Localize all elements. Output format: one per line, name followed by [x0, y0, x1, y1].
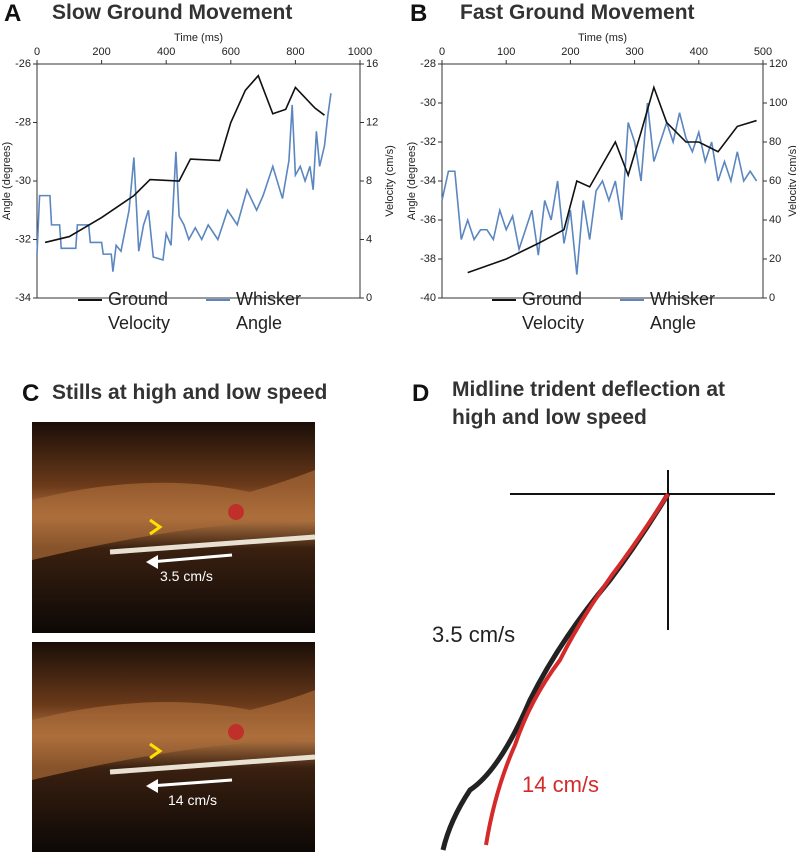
panel-title: Fast Ground Movement — [460, 1, 695, 24]
still-label: 3.5 cm/s — [160, 568, 213, 584]
panel-title: Stills at high and low speed — [52, 381, 328, 404]
x-tick-label: 1000 — [348, 46, 372, 58]
y2-tick-label: 100 — [769, 97, 787, 109]
still-label: 14 cm/s — [168, 792, 218, 808]
y2-tick-label: 12 — [366, 116, 378, 128]
panel-title: Midline trident deflection at high and l… — [452, 378, 726, 429]
x-tick-label: 0 — [34, 46, 40, 58]
y-tick-label: -40 — [420, 292, 436, 304]
curve-label: 14 cm/s — [522, 772, 600, 797]
y2-axis-label: Velocity (cm/s) — [384, 145, 396, 217]
series-line — [441, 102, 758, 275]
panel-letter: D — [412, 380, 430, 407]
y2-axis-label: Velocity (cm/s) — [787, 145, 796, 217]
curve-label: 3.5 cm/s — [432, 622, 516, 647]
series-line — [44, 74, 325, 244]
y-tick-label: -30 — [15, 175, 31, 187]
x-tick-label: 0 — [439, 46, 445, 58]
x-tick-label: 200 — [92, 46, 110, 58]
x-tick-label: 400 — [690, 46, 708, 58]
panel-title: Slow Ground Movement — [52, 1, 293, 24]
y-tick-label: -34 — [420, 175, 436, 187]
y-tick-label: -36 — [420, 214, 436, 226]
series-line — [36, 93, 332, 272]
x-axis-label: Time (ms) — [578, 32, 627, 44]
y2-tick-label: 60 — [769, 175, 781, 187]
legend-label: Ground Velocity — [522, 289, 585, 333]
y-axis-label: Angle (degrees) — [406, 142, 418, 220]
y-tick-label: -28 — [15, 116, 31, 128]
panel-letter: B — [410, 0, 428, 27]
y2-tick-label: 40 — [769, 214, 781, 226]
y2-tick-label: 0 — [366, 292, 372, 304]
y-tick-label: -34 — [15, 292, 31, 304]
trident-diagram — [440, 470, 775, 851]
y2-tick-label: 0 — [769, 292, 775, 304]
y-tick-label: -32 — [420, 136, 436, 148]
series-line — [467, 84, 757, 274]
y-tick-label: -26 — [15, 58, 31, 70]
y-axis-label: Angle (degrees) — [1, 142, 13, 220]
legend-label: Whisker Angle — [650, 289, 716, 333]
photo — [32, 642, 316, 852]
x-tick-label: 400 — [157, 46, 175, 58]
x-tick-label: 100 — [497, 46, 515, 58]
x-tick-label: 300 — [625, 46, 643, 58]
y-tick-label: -38 — [420, 253, 436, 265]
panel-letter: A — [4, 0, 22, 27]
x-tick-label: 500 — [754, 46, 772, 58]
y2-tick-label: 4 — [366, 233, 372, 245]
legend-label: Ground Velocity — [108, 289, 171, 333]
y-tick-label: -32 — [15, 233, 31, 245]
y2-tick-label: 120 — [769, 58, 787, 70]
x-axis-label: Time (ms) — [174, 32, 223, 44]
x-tick-label: 600 — [222, 46, 240, 58]
y2-tick-label: 80 — [769, 136, 781, 148]
legend-label: Whisker Angle — [236, 289, 302, 333]
y-tick-label: -28 — [420, 58, 436, 70]
y2-tick-label: 20 — [769, 253, 781, 265]
photo — [32, 422, 316, 633]
y-tick-label: -30 — [420, 97, 436, 109]
panel-letter: C — [22, 380, 40, 407]
y2-tick-label: 8 — [366, 175, 372, 187]
x-tick-label: 800 — [286, 46, 304, 58]
x-tick-label: 200 — [561, 46, 579, 58]
y2-tick-label: 16 — [366, 58, 378, 70]
